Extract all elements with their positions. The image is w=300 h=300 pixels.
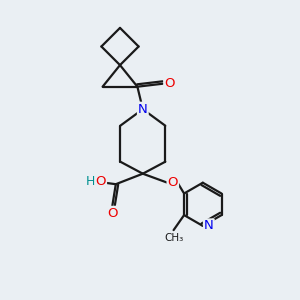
Text: N: N [138,103,148,116]
Text: O: O [164,77,175,90]
Text: O: O [167,176,178,189]
Text: O: O [107,207,118,220]
Text: H: H [86,175,95,188]
Text: CH₃: CH₃ [164,233,183,244]
Text: N: N [204,219,214,232]
Text: O: O [95,175,106,188]
